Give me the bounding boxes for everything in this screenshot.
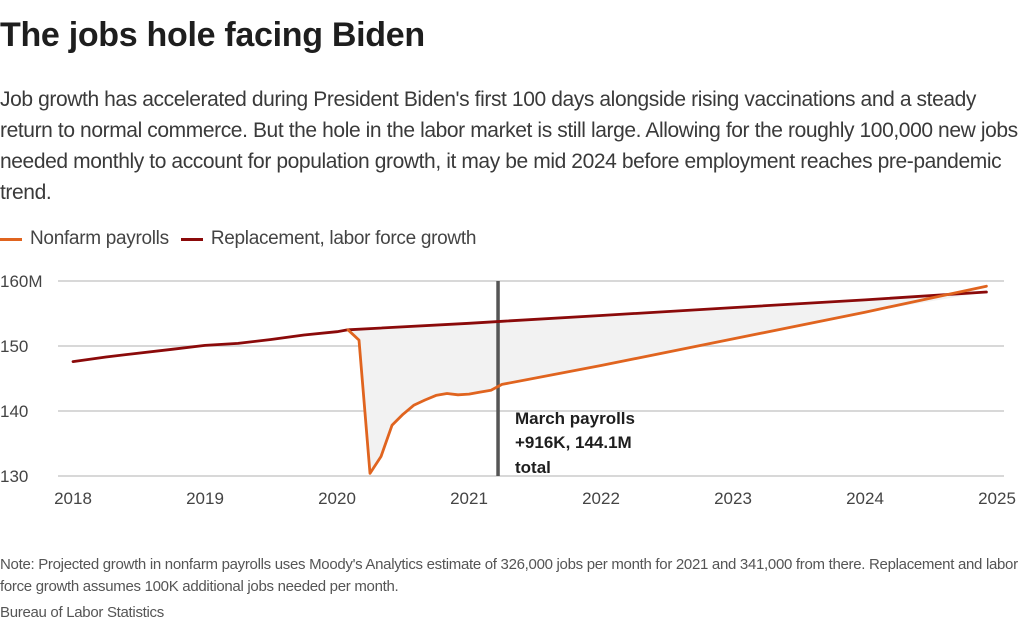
x-tick-label-2018: 2018 <box>54 489 92 508</box>
chart-title: The jobs hole facing Biden <box>0 16 425 54</box>
x-tick-label-2025: 2025 <box>978 489 1016 508</box>
y-tick-label-150: 150 <box>0 337 28 356</box>
x-tick-label-2021: 2021 <box>450 489 488 508</box>
data-points <box>72 286 987 474</box>
legend-label-nonfarm: Nonfarm payrolls <box>30 228 169 249</box>
legend-label-replacement: Replacement, labor force growth <box>210 228 477 249</box>
legend-item-nonfarm-payrolls: Nonfarm payrolls <box>0 228 169 250</box>
annotation-line-3: total <box>515 458 551 477</box>
source-credit: Bureau of Labor Statistics <box>0 604 164 621</box>
y-tick-label-130: 130 <box>0 467 28 486</box>
jobs-gap-area <box>348 292 987 474</box>
x-tick-label-2024: 2024 <box>846 489 884 508</box>
x-axis-ticks: 2018 2019 2020 2021 2022 2023 2024 2025 <box>54 489 1016 508</box>
x-tick-label-2020: 2020 <box>318 489 356 508</box>
x-tick-label-2023: 2023 <box>714 489 752 508</box>
y-tick-label-160: 160M <box>0 272 43 291</box>
legend-swatch-replacement <box>180 237 203 241</box>
annotation-line-1: March payrolls <box>515 409 635 428</box>
legend-swatch-nonfarm <box>0 237 22 241</box>
chart-subtitle: Job growth has accelerated during Presid… <box>0 88 1018 204</box>
x-tick-label-2019: 2019 <box>186 489 224 508</box>
footnote: Note: Projected growth in nonfarm payrol… <box>0 556 1018 595</box>
annotation-line-2: +916K, 144.1M <box>515 433 632 452</box>
x-tick-label-2022: 2022 <box>582 489 620 508</box>
y-tick-label-140: 140 <box>0 402 28 421</box>
replacement-line <box>71 290 988 363</box>
legend: Nonfarm payrolls Replacement, labor forc… <box>0 228 488 250</box>
legend-item-replacement: Replacement, labor force growth <box>180 228 477 250</box>
y-axis-ticks: 130 140 150 160M <box>0 272 43 486</box>
